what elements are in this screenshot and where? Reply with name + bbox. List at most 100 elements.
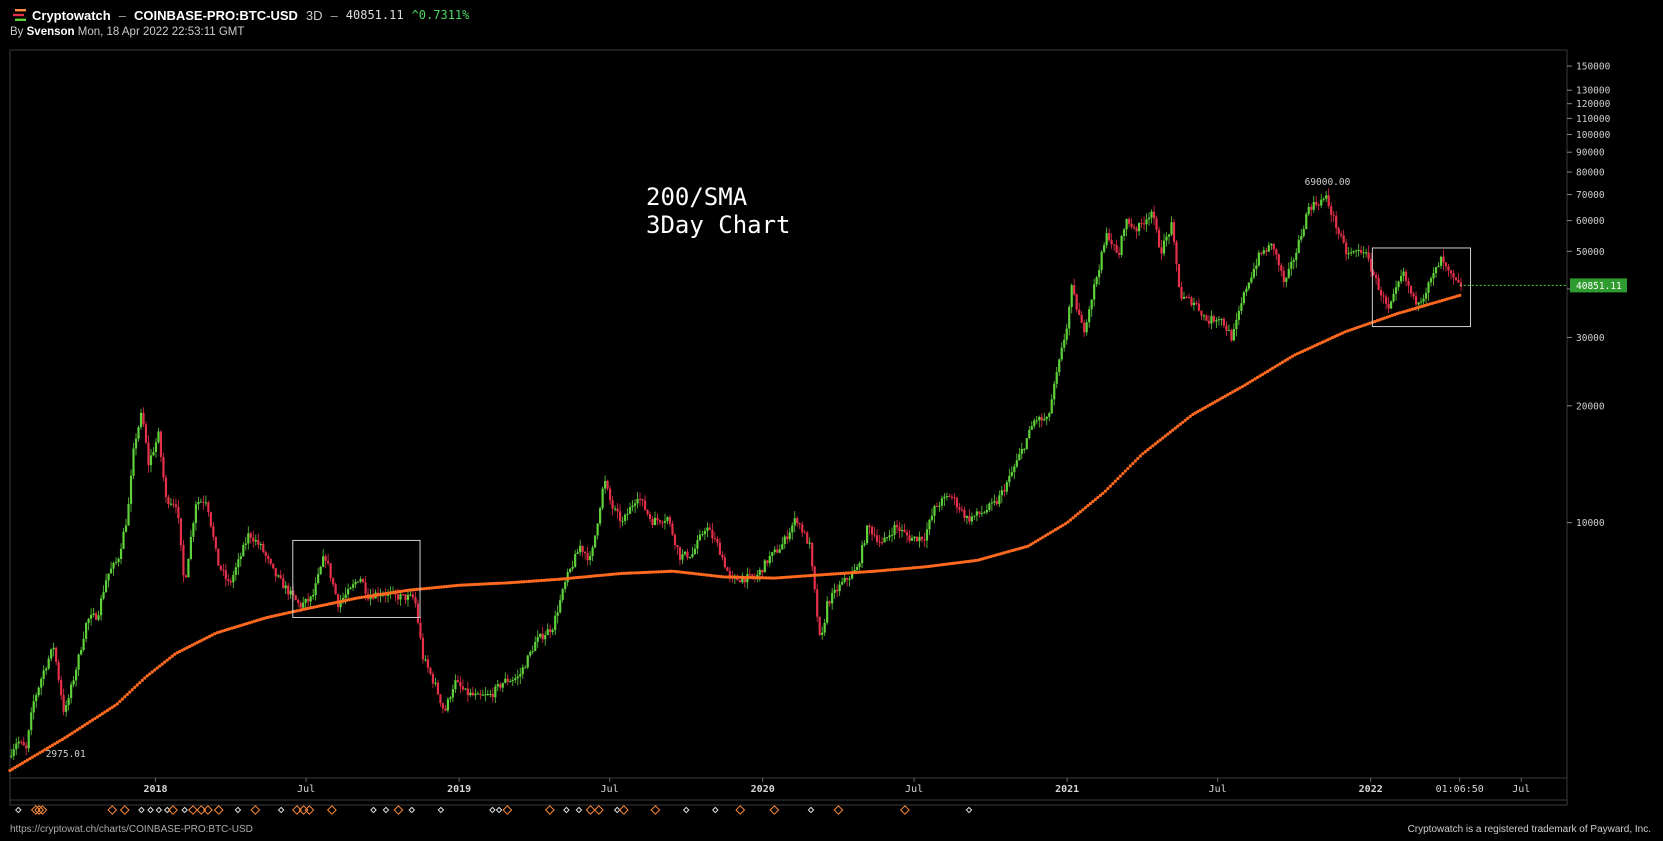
- candle-body: [888, 535, 891, 538]
- sma-point: [123, 695, 127, 699]
- candle-body: [698, 534, 702, 541]
- candle-body: [683, 551, 687, 555]
- candle-body: [995, 501, 998, 505]
- candle-body: [973, 515, 976, 517]
- candle-body: [204, 502, 207, 504]
- sma-point: [1193, 411, 1197, 415]
- sma-point: [457, 583, 461, 587]
- event-marker: [147, 806, 154, 814]
- sma-point: [390, 591, 394, 595]
- sma-point: [1390, 313, 1394, 317]
- candle-body: [706, 527, 709, 531]
- sma-point: [377, 593, 381, 597]
- candle-body: [905, 532, 909, 536]
- candle-body: [813, 566, 816, 590]
- sma-point: [1138, 454, 1142, 458]
- sma-point: [1118, 474, 1122, 478]
- candle-body: [970, 516, 973, 522]
- price-extreme-label: 69000.00: [1305, 177, 1351, 188]
- y-tick-label: 120000: [1576, 99, 1611, 110]
- x-tick-label: 01:06:50: [1436, 784, 1484, 795]
- candle-body: [476, 693, 479, 695]
- sma-point: [1295, 352, 1300, 356]
- sma-point: [183, 647, 187, 651]
- candle-body: [566, 572, 569, 583]
- candle-body: [1108, 233, 1111, 241]
- candle-body: [1172, 222, 1176, 242]
- sma-point: [1283, 359, 1287, 363]
- sma-point: [10, 767, 15, 771]
- sma-point: [844, 571, 848, 575]
- candle-body: [658, 520, 662, 523]
- sma-point: [1206, 404, 1210, 408]
- candle-body: [599, 508, 602, 524]
- candle-body: [147, 442, 150, 466]
- sma-200-layer: [8, 293, 1462, 773]
- sma-point: [911, 566, 915, 570]
- sma-point: [1143, 450, 1147, 454]
- candle-body: [67, 698, 70, 706]
- candle-body: [1384, 296, 1388, 304]
- sma-point: [774, 576, 778, 580]
- sma-point: [1388, 314, 1392, 318]
- candle-body: [514, 678, 517, 680]
- sma-point: [1368, 321, 1372, 325]
- sma-point: [796, 574, 801, 579]
- candle-body: [406, 594, 410, 600]
- sma-point: [475, 582, 479, 586]
- sma-point: [1048, 531, 1053, 535]
- event-marker: [593, 805, 604, 815]
- event-marker: [495, 806, 503, 814]
- sma-point: [998, 552, 1003, 556]
- sma-point: [325, 602, 329, 607]
- candle-body: [885, 537, 889, 539]
- sma-point: [537, 579, 541, 583]
- sma-point: [1063, 522, 1068, 526]
- candle-body: [778, 549, 781, 553]
- sma-point: [781, 575, 786, 580]
- candle-body: [1245, 288, 1248, 293]
- candle-body: [1330, 206, 1333, 215]
- candle-body: [157, 431, 160, 443]
- candle-body: [898, 527, 901, 532]
- candle-body: [99, 598, 103, 616]
- sma-point: [659, 570, 663, 574]
- chart-url[interactable]: https://cryptowat.ch/charts/COINBASE-PRO…: [10, 824, 253, 835]
- sma-point: [1053, 528, 1058, 532]
- candle-body: [1190, 297, 1193, 306]
- candle-body: [322, 556, 325, 567]
- candle-body: [179, 518, 183, 546]
- sma-point: [50, 743, 55, 747]
- sma-point: [108, 707, 112, 711]
- sma-point: [764, 576, 768, 580]
- candle-body: [531, 651, 534, 653]
- y-tick-label: 100000: [1576, 130, 1611, 141]
- sma-point: [1168, 430, 1172, 434]
- sma-point: [1310, 345, 1315, 349]
- sma-point: [145, 674, 149, 678]
- sma-point: [178, 649, 182, 654]
- sma-point: [769, 576, 773, 580]
- sma-point: [215, 631, 219, 635]
- sma-point: [1198, 408, 1202, 412]
- sma-point: [158, 664, 162, 668]
- event-marker: [585, 805, 596, 815]
- sma-point: [40, 749, 45, 753]
- candle-body: [1257, 252, 1260, 266]
- timeframe-label: 3D: [305, 7, 323, 23]
- brand-logo[interactable]: Cryptowatch: [12, 8, 111, 23]
- sma-point: [926, 564, 930, 569]
- candle-body: [247, 533, 250, 544]
- candle-body: [521, 667, 524, 675]
- candle-body: [519, 674, 522, 677]
- sma-point: [569, 576, 574, 580]
- sma-point: [492, 581, 496, 586]
- sma-point: [732, 575, 736, 579]
- sma-point: [120, 697, 124, 701]
- sma-point: [452, 584, 456, 588]
- candle-body: [1370, 259, 1373, 272]
- candle-body: [574, 554, 577, 567]
- sma-point: [592, 574, 596, 578]
- sma-point: [567, 576, 571, 580]
